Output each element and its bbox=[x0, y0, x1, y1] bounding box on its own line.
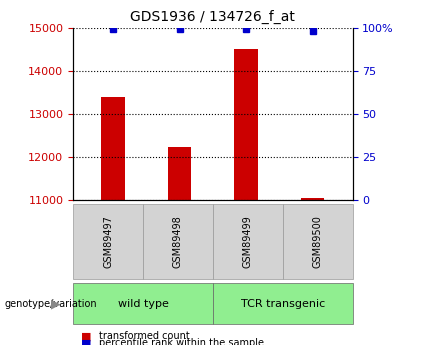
Text: TCR transgenic: TCR transgenic bbox=[241, 299, 325, 308]
Bar bbox=[101, 97, 125, 200]
Bar bbox=[283, 204, 353, 279]
Text: wild type: wild type bbox=[117, 299, 169, 308]
Title: GDS1936 / 134726_f_at: GDS1936 / 134726_f_at bbox=[130, 10, 295, 24]
Bar bbox=[168, 147, 191, 200]
Text: transformed count: transformed count bbox=[99, 332, 190, 341]
Text: GSM89499: GSM89499 bbox=[243, 215, 253, 268]
Bar bbox=[73, 283, 213, 324]
Text: percentile rank within the sample: percentile rank within the sample bbox=[99, 338, 264, 345]
Bar bbox=[301, 197, 324, 200]
Text: GSM89497: GSM89497 bbox=[103, 215, 113, 268]
Text: ■: ■ bbox=[81, 332, 91, 341]
Text: ▶: ▶ bbox=[51, 297, 61, 310]
Bar bbox=[213, 204, 283, 279]
Text: genotype/variation: genotype/variation bbox=[4, 299, 97, 308]
Text: GSM89498: GSM89498 bbox=[173, 215, 183, 268]
Bar bbox=[234, 49, 258, 200]
Bar bbox=[143, 204, 213, 279]
Bar bbox=[213, 283, 353, 324]
Text: ■: ■ bbox=[81, 338, 91, 345]
Bar bbox=[73, 204, 143, 279]
Text: GSM89500: GSM89500 bbox=[313, 215, 322, 268]
